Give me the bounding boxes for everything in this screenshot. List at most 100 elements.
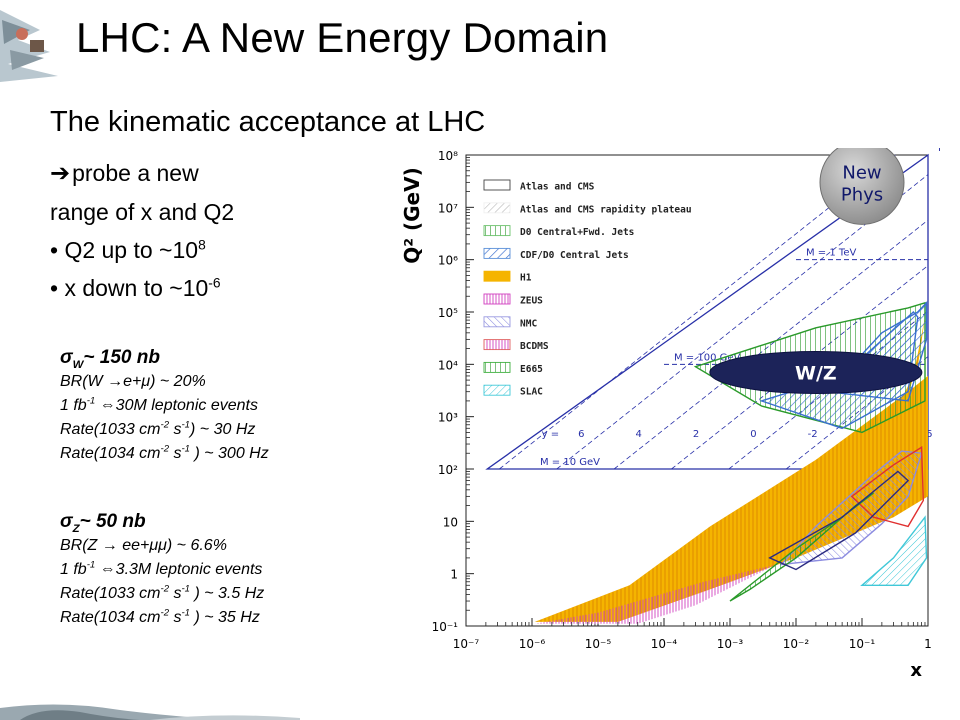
- legend-label: D0 Central+Fwd. Jets: [520, 227, 634, 238]
- wz-label: W/Z: [795, 362, 837, 384]
- x-tick-label: 10⁻⁵: [585, 637, 612, 651]
- legend-swatch: [483, 316, 511, 328]
- sigma-w-events: 1 fb-1 ⇔30M leptonic events: [60, 394, 400, 418]
- sigma-w-rate-low-e1: -2: [160, 419, 170, 431]
- wz-ellipse: [709, 350, 923, 394]
- legend-swatch: [483, 270, 511, 282]
- sigma-w-rate-high-e1: -2: [160, 443, 170, 455]
- sigma-w-value: ~ 150 nb: [83, 347, 160, 368]
- x-tick-label: 10⁻⁷: [453, 637, 480, 651]
- legend-swatch: [483, 293, 511, 305]
- h1-high-q2-region: [683, 317, 925, 590]
- sigma-w-rate-high-e2: -1: [181, 443, 191, 455]
- legend-label: E665: [520, 364, 543, 375]
- sigma-z-rate-low: Rate(1033 cm-2 s-1 ) ~ 3.5 Hz: [60, 582, 400, 606]
- new-physics-circle: [819, 148, 905, 225]
- bullet-list: ➔probe a new range of x and Q2 • Q2 up t…: [50, 154, 400, 307]
- sigma-w-events-exp: -1: [86, 395, 96, 407]
- kinematic-acceptance-chart: 10⁻⁷ 10⁻⁶ 10⁻⁵ 10⁻⁴ 10⁻³ 10⁻² 10⁻¹ 1 10⁻¹ 1 10 10² 1…: [390, 148, 940, 708]
- rapidity-label: -2: [808, 429, 818, 440]
- y-tick-label: 10⁷: [438, 201, 458, 215]
- sigma-z-block: σZ~ 50 nb BR(Z → ee+μμ) ~ 6.6% 1 fb-1 ⇔3…: [60, 510, 400, 630]
- slac-region: [860, 515, 928, 586]
- x-tick-label: 10⁻⁶: [519, 637, 546, 651]
- sigma-z-rate-high-a: Rate(1034 cm: [60, 609, 161, 626]
- sigma-z-events-exp: -1: [86, 559, 96, 571]
- mass-line-label: M = 100 GeV: [674, 352, 741, 363]
- legend-label: H1: [520, 273, 532, 284]
- sigma-z-events-lumi: 1 fb: [60, 561, 87, 578]
- bullet-probe-text: probe a new: [72, 160, 199, 186]
- sigma-w-rate-low-b: s: [169, 421, 182, 438]
- sigma-z-subscript: Z: [72, 522, 80, 535]
- rapidity-label: 0: [750, 429, 756, 440]
- legend-label: ZEUS: [520, 296, 543, 307]
- y-tick-label: 1: [450, 568, 458, 582]
- sigma-z-rate-low-e1: -2: [160, 583, 170, 595]
- rapidity-line: [499, 154, 896, 470]
- sigma-z-rate-low-c: ) ~ 3.5 Hz: [190, 585, 265, 602]
- sigma-z-rate-high-e2: -1: [181, 607, 191, 619]
- legend-swatch: [483, 225, 511, 237]
- sigma-w-rate-high: Rate(1034 cm-2 s-1 ) ~ 300 Hz: [60, 442, 400, 466]
- sigma-w-subscript: W: [72, 358, 84, 371]
- x-tick-label: 10⁻⁴: [651, 637, 678, 651]
- legend-label: Atlas and CMS rapidity plateau: [520, 204, 692, 215]
- bullet-range: range of x and Q2: [50, 199, 235, 225]
- sigma-z-br: BR(Z → ee+μμ) ~ 6.6%: [60, 537, 227, 554]
- sigma-z-value: ~ 50 nb: [79, 511, 146, 532]
- y-tick-label: 10⁴: [438, 358, 458, 372]
- sigma-w-rate-low-c: ) ~ 30 Hz: [190, 421, 256, 438]
- sigma-z-symbol: σ: [60, 511, 73, 532]
- sigma-z-rate-low-e2: -1: [181, 583, 191, 595]
- legend-label: SLAC: [520, 387, 543, 398]
- legend-swatch: [483, 361, 511, 373]
- legend-label: CDF/D0 Central Jets: [520, 250, 629, 261]
- y-tick-label: 10: [443, 515, 458, 529]
- sigma-z-rate-high: Rate(1034 cm-2 s-1 ) ~ 35 Hz: [60, 606, 400, 630]
- rapidity-label: 4: [636, 429, 642, 440]
- rapidity-label: 2: [693, 429, 699, 440]
- legend-swatch: [483, 339, 511, 351]
- x-tick-label: 1: [924, 637, 932, 651]
- rapidity-label: 6: [578, 429, 584, 440]
- combined-target-outline: [768, 470, 910, 571]
- bullet-q2-exponent: 8: [198, 237, 206, 253]
- sigma-z-rate-high-e1: -2: [160, 607, 170, 619]
- sigma-z-rate-low-a: Rate(1033 cm: [60, 585, 161, 602]
- bullet-x: • x down to ~10-6: [50, 269, 400, 307]
- arrow-right-icon: ➔: [50, 160, 71, 187]
- sigma-z-heading: σZ~ 50 nb: [60, 510, 400, 534]
- bcdms-region: [850, 446, 925, 528]
- sigma-z-rate-high-c: ) ~ 35 Hz: [190, 609, 260, 626]
- sigma-w-rate-low-e2: -1: [181, 419, 191, 431]
- bullet-probe: ➔probe a new: [50, 154, 400, 193]
- sigma-w-br: BR(W →e+μ) ~ 20%: [60, 373, 206, 390]
- slide-title: LHC: A New Energy Domain: [76, 14, 609, 61]
- sigma-z-rate-low-b: s: [169, 585, 182, 602]
- sigma-w-rate-high-c: ) ~ 300 Hz: [190, 445, 269, 462]
- decorative-corner-art: [0, 0, 62, 82]
- x-axis-label: x: [910, 660, 922, 681]
- legend-label: BCDMS: [520, 341, 549, 352]
- y-tick-label: 10⁸: [438, 149, 458, 163]
- y-tick-label: 10³: [438, 411, 458, 425]
- sigma-w-block: σW~ 150 nb BR(W →e+μ) ~ 20% 1 fb-1 ⇔30M …: [60, 346, 400, 466]
- legend-swatch: [483, 384, 511, 396]
- x-tick-label: 10⁻³: [717, 637, 744, 651]
- sigma-w-symbol: σ: [60, 347, 73, 368]
- decorative-bottom-art: [0, 696, 960, 720]
- new-physics-label-line2: Phys: [841, 184, 883, 205]
- mass-line-label: M = 10 TeV: [938, 148, 940, 154]
- legend-swatch: [483, 202, 511, 214]
- bullet-q2: • Q2 up to ~108: [50, 231, 400, 269]
- legend-swatch: [483, 179, 511, 191]
- x-tick-label: 10⁻¹: [849, 637, 876, 651]
- sigma-z-rate-high-b: s: [169, 609, 182, 626]
- y-axis-label: Q² (GeV): [400, 167, 424, 263]
- bullet-x-text: • x down to ~10: [50, 275, 209, 301]
- legend-label: Atlas and CMS: [520, 182, 595, 193]
- sigma-w-rate-low-a: Rate(1033 cm: [60, 421, 161, 438]
- sigma-w-heading: σW~ 150 nb: [60, 346, 400, 370]
- sigma-w-rate-high-a: Rate(1034 cm: [60, 445, 161, 462]
